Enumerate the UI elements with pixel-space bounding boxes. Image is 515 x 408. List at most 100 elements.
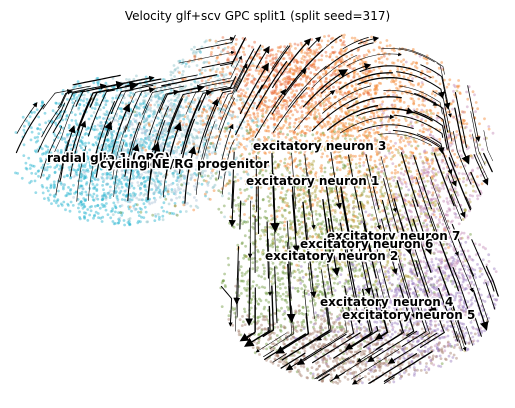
data-point	[108, 196, 112, 200]
data-point	[132, 117, 136, 121]
data-point	[172, 151, 176, 155]
data-point	[149, 136, 153, 139]
data-point	[456, 156, 459, 159]
data-point	[211, 174, 214, 178]
data-point	[191, 173, 195, 176]
data-point	[44, 152, 48, 156]
data-point	[156, 117, 160, 120]
data-point	[50, 202, 53, 206]
data-point	[393, 103, 397, 107]
data-point	[57, 156, 61, 160]
data-point	[84, 190, 88, 194]
data-point	[193, 98, 197, 101]
data-point	[46, 151, 50, 154]
data-point	[192, 142, 196, 146]
data-point	[279, 196, 282, 199]
data-point	[356, 106, 360, 110]
data-point	[416, 172, 419, 176]
data-point	[402, 63, 405, 66]
data-point	[227, 59, 231, 62]
data-point	[109, 177, 113, 181]
data-point	[277, 135, 281, 139]
data-point	[333, 106, 337, 110]
data-point	[134, 139, 138, 143]
data-point	[137, 165, 141, 168]
data-point	[320, 58, 323, 62]
data-point	[264, 129, 267, 133]
data-point	[403, 144, 407, 148]
data-point	[150, 119, 154, 123]
data-point	[92, 192, 96, 196]
data-point	[376, 131, 380, 135]
data-point	[293, 42, 297, 46]
data-point	[65, 135, 69, 139]
data-point	[262, 48, 266, 52]
data-point	[158, 215, 161, 219]
data-point	[53, 171, 57, 175]
data-point	[130, 184, 134, 188]
data-point	[16, 172, 19, 175]
data-point	[62, 200, 66, 204]
data-point	[240, 60, 244, 64]
data-point	[83, 211, 86, 215]
data-point	[85, 182, 88, 186]
data-point	[93, 107, 97, 111]
data-point	[164, 188, 168, 191]
data-point	[96, 177, 100, 181]
data-point	[169, 98, 173, 102]
data-point	[118, 164, 122, 167]
data-point	[309, 71, 313, 75]
data-point	[339, 115, 342, 118]
data-point	[99, 145, 102, 149]
data-point	[117, 211, 120, 215]
data-point	[69, 188, 73, 191]
data-point	[41, 191, 45, 195]
data-point	[380, 61, 384, 65]
data-point	[81, 206, 85, 210]
data-point	[430, 162, 434, 165]
data-point	[345, 86, 349, 89]
data-point	[321, 220, 325, 224]
data-point	[235, 73, 239, 76]
data-point	[411, 151, 414, 155]
data-point	[246, 122, 250, 126]
data-point	[69, 176, 72, 180]
data-point	[363, 42, 366, 45]
data-point	[265, 347, 268, 351]
data-point	[177, 117, 181, 121]
data-point	[171, 181, 175, 185]
data-point	[37, 115, 40, 119]
data-point	[193, 178, 197, 182]
data-point	[308, 129, 312, 133]
data-point	[110, 136, 113, 140]
data-point	[310, 102, 314, 106]
data-point	[234, 158, 238, 162]
data-point	[179, 119, 182, 123]
data-point	[120, 198, 124, 201]
data-point	[95, 188, 99, 191]
data-point	[108, 148, 112, 152]
data-point	[181, 73, 184, 77]
data-point	[243, 79, 247, 83]
data-point	[176, 177, 180, 180]
data-point	[419, 85, 423, 89]
data-point	[388, 44, 392, 47]
data-point	[331, 58, 334, 62]
data-point	[400, 186, 403, 190]
data-point	[373, 131, 377, 135]
data-point	[166, 121, 170, 125]
data-point	[99, 121, 103, 124]
data-point	[458, 91, 462, 94]
data-point	[160, 131, 164, 135]
data-point	[250, 45, 254, 49]
data-point	[133, 127, 137, 131]
data-point	[139, 187, 142, 190]
data-point	[291, 89, 295, 93]
data-point	[59, 151, 63, 155]
data-point	[97, 133, 101, 136]
data-point	[299, 106, 302, 110]
data-point	[302, 93, 306, 96]
data-point	[134, 192, 137, 196]
data-point	[133, 114, 137, 117]
data-point	[51, 109, 55, 113]
